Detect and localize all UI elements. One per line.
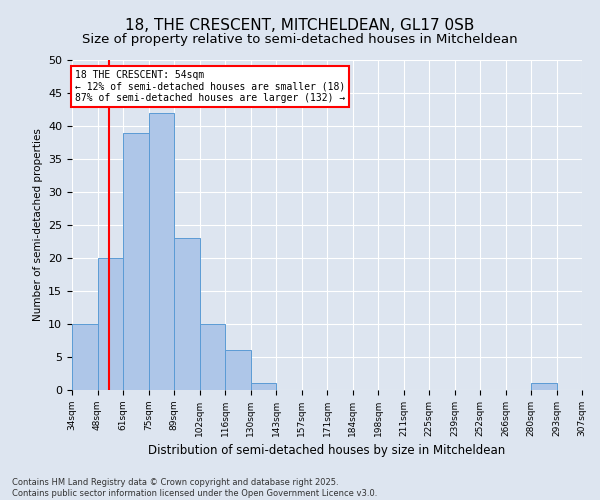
Bar [225, 350, 251, 390]
Bar [97, 258, 123, 390]
Bar [149, 113, 174, 390]
Text: 18, THE CRESCENT, MITCHELDEAN, GL17 0SB: 18, THE CRESCENT, MITCHELDEAN, GL17 0SB [125, 18, 475, 32]
Bar [123, 132, 149, 390]
X-axis label: Distribution of semi-detached houses by size in Mitcheldean: Distribution of semi-detached houses by … [148, 444, 506, 458]
Bar [251, 384, 276, 390]
Text: Size of property relative to semi-detached houses in Mitcheldean: Size of property relative to semi-detach… [82, 32, 518, 46]
Bar [531, 384, 557, 390]
Text: Contains HM Land Registry data © Crown copyright and database right 2025.
Contai: Contains HM Land Registry data © Crown c… [12, 478, 377, 498]
Bar [199, 324, 225, 390]
Bar [72, 324, 97, 390]
Text: 18 THE CRESCENT: 54sqm
← 12% of semi-detached houses are smaller (18)
87% of sem: 18 THE CRESCENT: 54sqm ← 12% of semi-det… [75, 70, 346, 103]
Bar [174, 238, 199, 390]
Y-axis label: Number of semi-detached properties: Number of semi-detached properties [32, 128, 43, 322]
